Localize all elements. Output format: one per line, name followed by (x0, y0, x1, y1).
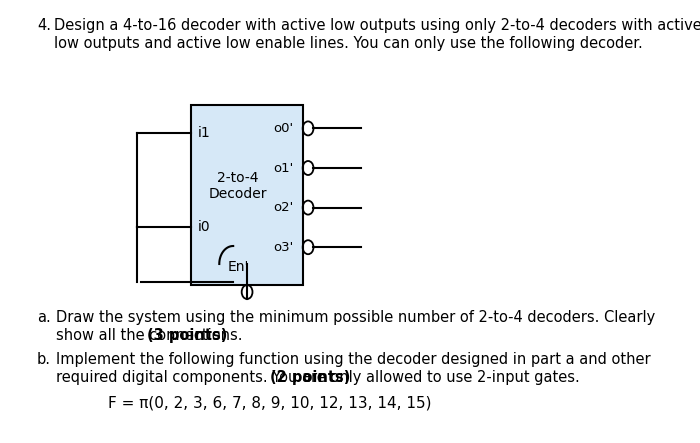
Text: Design a 4-to-16 decoder with active low outputs using only 2-to-4 decoders with: Design a 4-to-16 decoder with active low… (54, 18, 700, 33)
Text: o2': o2' (273, 201, 293, 214)
Text: o1': o1' (273, 162, 293, 175)
Text: Draw the system using the minimum possible number of 2-to-4 decoders. Clearly: Draw the system using the minimum possib… (55, 310, 654, 325)
Text: show all the connections.: show all the connections. (55, 328, 246, 343)
Text: (2 points): (2 points) (270, 370, 351, 385)
Text: required digital components. You are only allowed to use 2-input gates.: required digital components. You are onl… (55, 370, 584, 385)
Text: F = π(0, 2, 3, 6, 7, 8, 9, 10, 12, 13, 14, 15): F = π(0, 2, 3, 6, 7, 8, 9, 10, 12, 13, 1… (108, 396, 432, 411)
Bar (192, 105, 302, 285)
Text: low outputs and active low enable lines. You can only use the following decoder.: low outputs and active low enable lines.… (54, 36, 643, 51)
Text: 2-to-4: 2-to-4 (218, 171, 259, 185)
Text: b.: b. (37, 352, 51, 367)
Text: o0': o0' (273, 122, 293, 135)
Text: 4.: 4. (37, 18, 51, 33)
Text: En': En' (228, 260, 249, 274)
Text: i0: i0 (197, 220, 210, 234)
Text: Implement the following function using the decoder designed in part a and other: Implement the following function using t… (55, 352, 650, 367)
Text: Decoder: Decoder (209, 187, 267, 201)
Text: i1: i1 (197, 126, 211, 140)
Text: (3 points): (3 points) (147, 328, 227, 343)
Text: o3': o3' (273, 241, 293, 254)
Text: a.: a. (37, 310, 51, 325)
